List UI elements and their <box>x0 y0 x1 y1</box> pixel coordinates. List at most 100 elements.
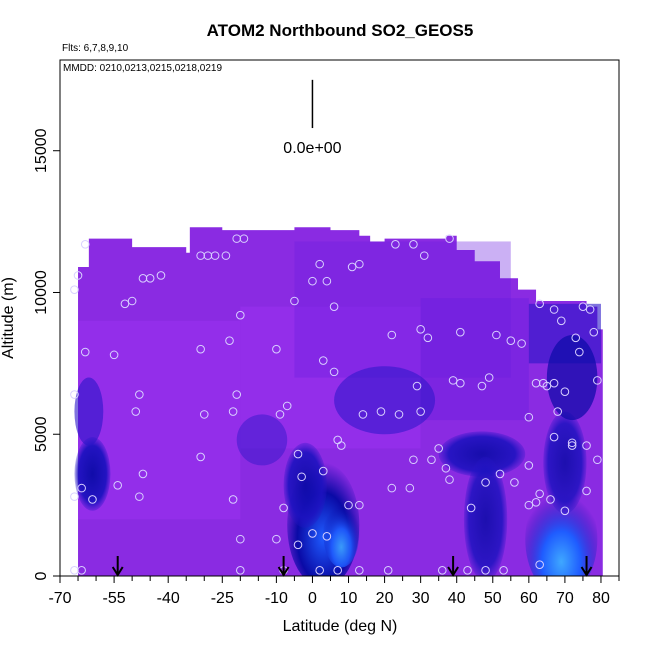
observation-point <box>441 463 451 473</box>
observation-point <box>135 390 144 399</box>
observation-point <box>70 566 79 575</box>
observation-point <box>236 566 245 575</box>
observation-point <box>73 271 83 280</box>
observation-point <box>575 347 584 357</box>
sounding-arrows <box>111 556 593 577</box>
observation-point <box>70 285 79 294</box>
chart-title: ATOM2 Northbound SO2_GEOS5 <box>207 21 474 40</box>
observation-point <box>567 441 577 450</box>
observation-point <box>510 478 519 487</box>
x-tick-label: 60 <box>520 590 538 607</box>
observation-point <box>138 469 148 479</box>
observation-point <box>228 407 238 416</box>
observation-point <box>315 566 324 575</box>
observation-point <box>239 234 249 243</box>
x-axis-label: Latitude (deg N) <box>283 618 398 635</box>
colorbar-label: 0.0e+00 <box>283 140 341 157</box>
concentration-feature <box>438 431 526 477</box>
x-axis: -70 -55 -40 -25 -10 0 10 20 30 40 50 60 70 80 <box>48 576 620 607</box>
observation-point <box>88 495 97 504</box>
sounding-arrow-head <box>111 566 124 577</box>
observation-point <box>535 299 544 309</box>
observation-point <box>275 410 285 419</box>
curtain-heatmap <box>70 227 603 576</box>
x-tick-label: -25 <box>211 590 234 607</box>
observation-point <box>593 376 602 385</box>
observation-point <box>355 566 364 575</box>
observation-point <box>315 259 324 269</box>
x-tick-label: 30 <box>412 590 430 607</box>
observation-point <box>80 239 90 249</box>
y-tick-label: 10000 <box>33 270 50 315</box>
observation-point <box>416 407 425 416</box>
observation-points <box>70 234 602 575</box>
observation-point <box>535 560 544 569</box>
observation-point <box>495 469 505 479</box>
observation-point <box>70 390 79 399</box>
observation-point <box>279 503 288 513</box>
observation-point <box>593 455 602 465</box>
observation-point <box>337 441 346 450</box>
observation-point <box>492 330 501 340</box>
observation-point <box>585 305 595 314</box>
observation-point <box>560 506 570 516</box>
observation-point <box>109 350 119 360</box>
y-tick-label: 5000 <box>33 416 50 452</box>
observation-point <box>297 472 306 482</box>
observation-point <box>481 566 490 575</box>
shading-band <box>294 241 511 378</box>
observation-point <box>567 438 577 448</box>
plot-frame <box>59 59 620 577</box>
observation-point <box>318 356 328 365</box>
observation-point <box>419 251 429 260</box>
observation-point <box>416 325 425 334</box>
observation-point <box>549 432 559 442</box>
observation-point <box>196 452 205 462</box>
observation-point <box>560 387 570 397</box>
concentration-feature <box>525 482 598 576</box>
x-tick-label: -40 <box>157 590 180 607</box>
observation-point <box>127 296 137 306</box>
observation-point <box>556 316 566 326</box>
observation-point <box>329 367 339 377</box>
concentration-feature <box>74 377 104 446</box>
flights-label: Flts: 6,7,8,9,10 <box>62 43 129 54</box>
observation-point <box>531 497 541 507</box>
observation-point <box>145 274 155 283</box>
y-axis-label: Altitude (m) <box>0 277 17 359</box>
x-tick-label: 10 <box>340 590 358 607</box>
observation-point <box>355 259 364 269</box>
shading-band <box>420 298 529 421</box>
observation-point <box>113 480 123 490</box>
observation-point <box>409 455 418 465</box>
observation-point <box>210 251 220 260</box>
observation-point <box>456 327 465 337</box>
x-tick-label: -70 <box>48 590 71 607</box>
concentration-feature <box>323 499 360 568</box>
concentration-feature <box>283 442 327 528</box>
observation-point <box>582 441 591 450</box>
observation-point <box>546 495 555 504</box>
observation-point <box>228 495 238 504</box>
observation-point <box>282 401 292 411</box>
observation-point <box>394 410 404 419</box>
observation-point <box>535 489 544 499</box>
observation-point <box>456 378 465 388</box>
observation-point <box>409 239 418 249</box>
x-tick-label: 40 <box>448 590 466 607</box>
observation-point <box>549 378 559 388</box>
observation-point <box>445 475 454 484</box>
x-tick-label: 80 <box>592 590 610 607</box>
x-tick-label: 50 <box>484 590 502 607</box>
observation-point <box>571 333 581 343</box>
sounding-arrow-head <box>277 566 290 577</box>
y-tick-label: 15000 <box>33 128 50 173</box>
observation-point <box>423 333 433 343</box>
observation-point <box>463 566 472 575</box>
concentration-feature <box>74 437 111 511</box>
observation-point <box>484 373 494 382</box>
concentration-regions <box>74 241 601 576</box>
observation-point <box>578 302 588 311</box>
dates-label: MMDD: 0210,0213,0215,0218,0219 <box>63 63 222 74</box>
observation-point <box>405 483 415 493</box>
